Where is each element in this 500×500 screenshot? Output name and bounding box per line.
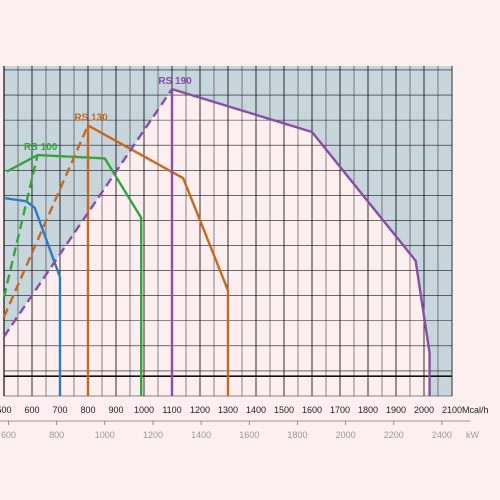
- series-4-label: RS 190: [158, 76, 192, 87]
- x2-tick-label: 2000: [336, 430, 356, 440]
- x-tick-label: 700: [52, 405, 67, 415]
- x2-tick-label: 1400: [191, 430, 211, 440]
- x-tick-label: 1900: [386, 405, 406, 415]
- series-4-dashed-line: [3, 88, 173, 338]
- series-2-line: [6, 153, 143, 396]
- series-2-dashed-line: [2, 154, 39, 298]
- series-layer: [2, 87, 431, 396]
- series-2-label: RS 100: [24, 142, 58, 153]
- x-tick-label: 1200: [190, 405, 210, 415]
- x-tick-label: 2100: [442, 405, 462, 415]
- series-1-line: [3, 196, 62, 396]
- series-3-dashed-line: [2, 124, 90, 318]
- x-tick-label: 900: [108, 405, 123, 415]
- x2-tick-label: 800: [49, 430, 64, 440]
- series-4-line: [170, 87, 431, 396]
- series-3-line: [86, 124, 230, 396]
- x-tick-label: 1800: [358, 405, 378, 415]
- rs190-envelope-fill: [4, 89, 430, 396]
- x-tick-label: 1400: [246, 405, 266, 415]
- x-tick-label: 1700: [330, 405, 350, 415]
- x-tick-label: 600: [24, 405, 39, 415]
- x-tick-label: 1100: [162, 405, 181, 415]
- x-tick-label: 1600: [302, 405, 322, 415]
- x2-tick-label: 1200: [143, 430, 163, 440]
- x2-tick-label: 1600: [239, 430, 259, 440]
- x2-tick-label: 1000: [95, 430, 115, 440]
- x-axis: 500 600 700 800 900 1000 1100 1200 1300 1400 1500 1…: [0, 405, 462, 415]
- x-axis-unit: Mcal/h: [462, 405, 489, 415]
- series-labels: RS 100 RS 130 RS 190: [24, 76, 192, 153]
- x2-tick-label: 1800: [287, 430, 307, 440]
- x-tick-label: 800: [80, 405, 95, 415]
- x-tick-label: 1000: [134, 405, 154, 415]
- x-tick-label: 1300: [218, 405, 238, 415]
- x2-axis: 600 800 1000 1200 1400 1600 1800 2000 2200 2400: [0, 420, 470, 440]
- x2-tick-label: 600: [1, 430, 16, 440]
- x2-axis-unit: kW: [466, 430, 480, 440]
- x-tick-label: 1500: [274, 405, 294, 415]
- series-3-label: RS 130: [74, 112, 108, 123]
- x2-tick-label: 2200: [384, 430, 404, 440]
- x-tick-label: 2000: [414, 405, 434, 415]
- x2-tick-label: 2400: [432, 430, 452, 440]
- x-tick-label: 500: [0, 405, 12, 415]
